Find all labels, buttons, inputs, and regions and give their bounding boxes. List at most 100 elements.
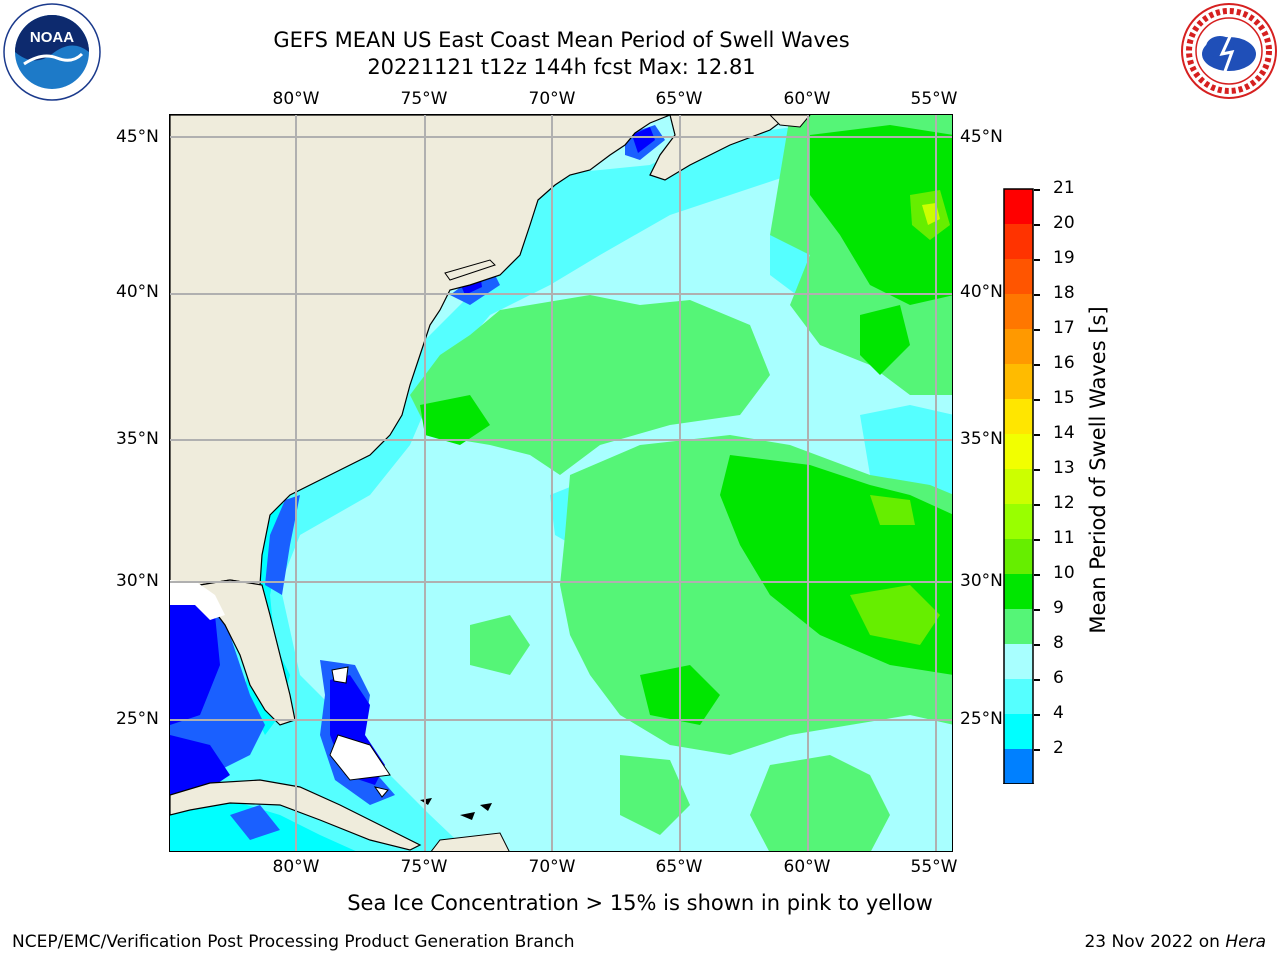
- colorbar-tick-label: 13: [1053, 458, 1075, 478]
- lon-label-bottom: 65°W: [655, 857, 703, 877]
- swell-zone-green: [420, 395, 490, 445]
- colorbar: [1002, 188, 1035, 816]
- colorbar-tick-mark: [1034, 679, 1040, 681]
- colorbar-tick-mark: [1034, 399, 1040, 401]
- colorbar-tick-label: 17: [1053, 318, 1075, 338]
- lon-label-bottom: 55°W: [910, 857, 958, 877]
- colorbar-tick-mark: [1034, 434, 1040, 436]
- lon-label-top: 65°W: [655, 89, 703, 109]
- colorbar-tick-mark: [1034, 224, 1040, 226]
- lat-label-right: 30°N: [960, 571, 1003, 591]
- land-bahamas: [373, 786, 389, 798]
- gulf-white-area: [170, 580, 225, 620]
- colorbar-tick-label: 19: [1053, 248, 1075, 268]
- colorbar-segment: [1004, 434, 1033, 469]
- date-text: 23 Nov 2022 on: [1084, 932, 1220, 952]
- date-line: 23 Nov 2022 on Hera: [1084, 932, 1266, 952]
- lon-label-top: 70°W: [528, 89, 576, 109]
- lon-label-bottom: 80°W: [272, 857, 320, 877]
- colorbar-segment: [1004, 364, 1033, 399]
- colorbar-segment: [1004, 679, 1033, 714]
- swell-zone-light-green: [750, 755, 890, 851]
- colorbar-tick-mark: [1034, 574, 1040, 576]
- lon-label-top: 80°W: [272, 89, 320, 109]
- swell-zone-deep-blue: [170, 735, 230, 795]
- swell-period-map: [169, 114, 953, 852]
- lon-label-top: 55°W: [910, 89, 958, 109]
- colorbar-tick-label: 10: [1053, 563, 1075, 583]
- lat-label-right: 35°N: [960, 429, 1003, 449]
- lat-label-left: 40°N: [116, 282, 159, 302]
- colorbar-segment: [1004, 609, 1033, 644]
- land-hispaniola: [430, 832, 510, 851]
- colorbar-tick-label: 21: [1053, 178, 1075, 198]
- colorbar-segment: [1004, 714, 1033, 749]
- colorbar-segment: [1004, 469, 1033, 504]
- colorbar-tick-mark: [1034, 294, 1040, 296]
- land-bahamas: [480, 803, 492, 811]
- colorbar-tick-mark: [1034, 539, 1040, 541]
- colorbar-tick-label: 18: [1053, 283, 1075, 303]
- colorbar-tick-mark: [1034, 469, 1040, 471]
- lon-label-top: 75°W: [400, 89, 448, 109]
- national-weather-service-logo: [1180, 2, 1278, 100]
- colorbar-tick-label: 4: [1053, 703, 1064, 723]
- colorbar-tick-mark: [1034, 609, 1040, 611]
- lon-label-bottom: 75°W: [400, 857, 448, 877]
- colorbar-tick-mark: [1034, 644, 1040, 646]
- land-newfoundland-edge: [769, 115, 811, 128]
- colorbar-segment: [1004, 259, 1033, 294]
- colorbar-segment: [1004, 329, 1033, 364]
- colorbar-tick-mark: [1034, 749, 1040, 751]
- land-bahamas: [331, 666, 349, 684]
- swell-zone-green: [810, 125, 952, 305]
- colorbar-tick-mark: [1034, 329, 1040, 331]
- colorbar-tick-label: 15: [1053, 388, 1075, 408]
- lat-label-left: 45°N: [116, 127, 159, 147]
- colorbar-segment: [1004, 189, 1033, 224]
- colorbar-segment: [1004, 504, 1033, 539]
- swell-zone-yellow-green: [850, 585, 940, 645]
- lat-label-left: 35°N: [116, 429, 159, 449]
- sea-ice-note: Sea Ice Concentration > 15% is shown in …: [347, 891, 933, 915]
- swell-zone-light-green: [470, 615, 530, 675]
- colorbar-tick-label: 2: [1053, 738, 1064, 758]
- swell-zone-green: [860, 305, 910, 375]
- map-subtitle: 20221121 t12z 144h fcst Max: 12.81: [367, 55, 756, 79]
- colorbar-tick-label: 6: [1053, 668, 1064, 688]
- swell-zone-yellow-green: [870, 495, 915, 525]
- land-bahamas: [460, 812, 475, 820]
- colorbar-segment: [1004, 399, 1033, 434]
- colorbar-label: Mean Period of Swell Waves [s]: [1086, 306, 1110, 634]
- svg-text:NOAA: NOAA: [30, 29, 74, 46]
- swell-zone-deep-blue: [170, 585, 220, 725]
- colorbar-tick-label: 8: [1053, 633, 1064, 653]
- land-long-island: [444, 259, 496, 281]
- colorbar-tick-label: 16: [1053, 353, 1075, 373]
- colorbar-tick-label: 12: [1053, 493, 1075, 513]
- colorbar-tick-label: 20: [1053, 213, 1075, 233]
- colorbar-segment: [1004, 224, 1033, 259]
- lon-label-bottom: 70°W: [528, 857, 576, 877]
- colorbar-tick-label: 9: [1053, 598, 1064, 618]
- noaa-logo: NOAA: [2, 2, 102, 102]
- swell-zone-blue: [230, 805, 280, 840]
- lat-label-left: 30°N: [116, 571, 159, 591]
- land-bahamas: [329, 734, 391, 781]
- colorbar-tick-mark: [1034, 714, 1040, 716]
- land-florida: [199, 579, 296, 726]
- swell-zone-deep-blue: [632, 127, 655, 153]
- colorbar-segment: [1004, 539, 1033, 574]
- colorbar-tick-mark: [1034, 259, 1040, 261]
- swell-zone-cyan: [860, 405, 952, 495]
- colorbar-segment: [1004, 294, 1033, 329]
- swell-zone-light-green: [620, 755, 690, 835]
- colorbar-tick-mark: [1034, 364, 1040, 366]
- colorbar-segment: [1004, 574, 1033, 609]
- lat-label-right: 25°N: [960, 709, 1003, 729]
- lon-label-top: 60°W: [783, 89, 831, 109]
- lon-label-bottom: 60°W: [783, 857, 831, 877]
- colorbar-tick-label: 11: [1053, 528, 1075, 548]
- machine-name: Hera: [1225, 932, 1266, 952]
- lat-label-right: 40°N: [960, 282, 1003, 302]
